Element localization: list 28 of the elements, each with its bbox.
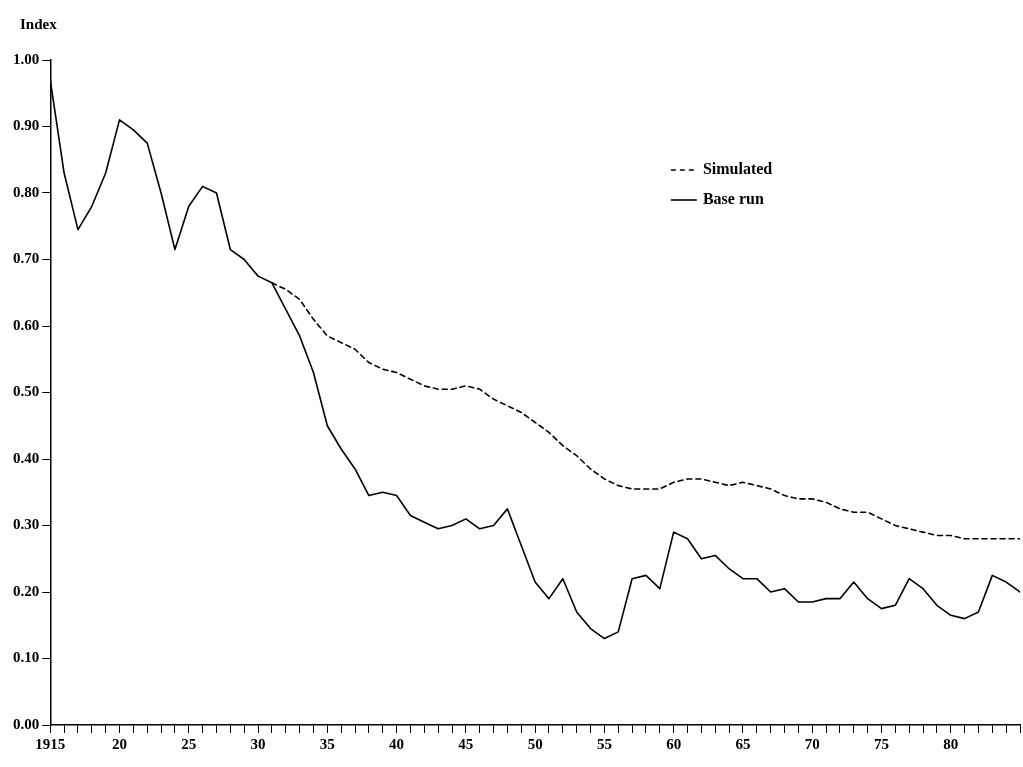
y-tick-label: 1.00 (13, 50, 40, 67)
x-tick-label: 60 (666, 735, 682, 752)
y-tick-label: 0.60 (13, 316, 40, 333)
y-tick-label: 0.70 (13, 250, 40, 267)
y-tick-label: 0.10 (13, 649, 40, 666)
legend-label: Simulated (702, 160, 773, 178)
x-tick-label: 40 (389, 735, 405, 752)
y-tick-label: 0.30 (13, 516, 40, 533)
y-axis-title: Index (20, 16, 58, 33)
x-tick-label: 80 (943, 735, 959, 752)
x-tick-label: 25 (181, 735, 197, 752)
x-tick-label: 20 (112, 735, 128, 752)
y-tick-label: 0.50 (13, 383, 40, 400)
x-tick-label: 30 (250, 735, 266, 752)
y-tick-label: 0.90 (13, 117, 40, 134)
y-tick-label: 0.80 (13, 183, 40, 200)
x-tick-label: 35 (319, 735, 335, 752)
y-tick-label: 0.00 (13, 715, 40, 732)
x-tick-label: 75 (873, 735, 889, 752)
x-tick-label: 1915 (35, 735, 66, 752)
x-tick-label: 65 (735, 735, 751, 752)
legend-label: Base run (702, 190, 764, 208)
y-tick-label: 0.40 (13, 449, 40, 466)
x-tick-label: 45 (458, 735, 474, 752)
x-tick-label: 70 (804, 735, 820, 752)
x-tick-label: 50 (527, 735, 543, 752)
y-tick-label: 0.20 (13, 582, 40, 599)
x-tick-label: 55 (596, 735, 612, 752)
